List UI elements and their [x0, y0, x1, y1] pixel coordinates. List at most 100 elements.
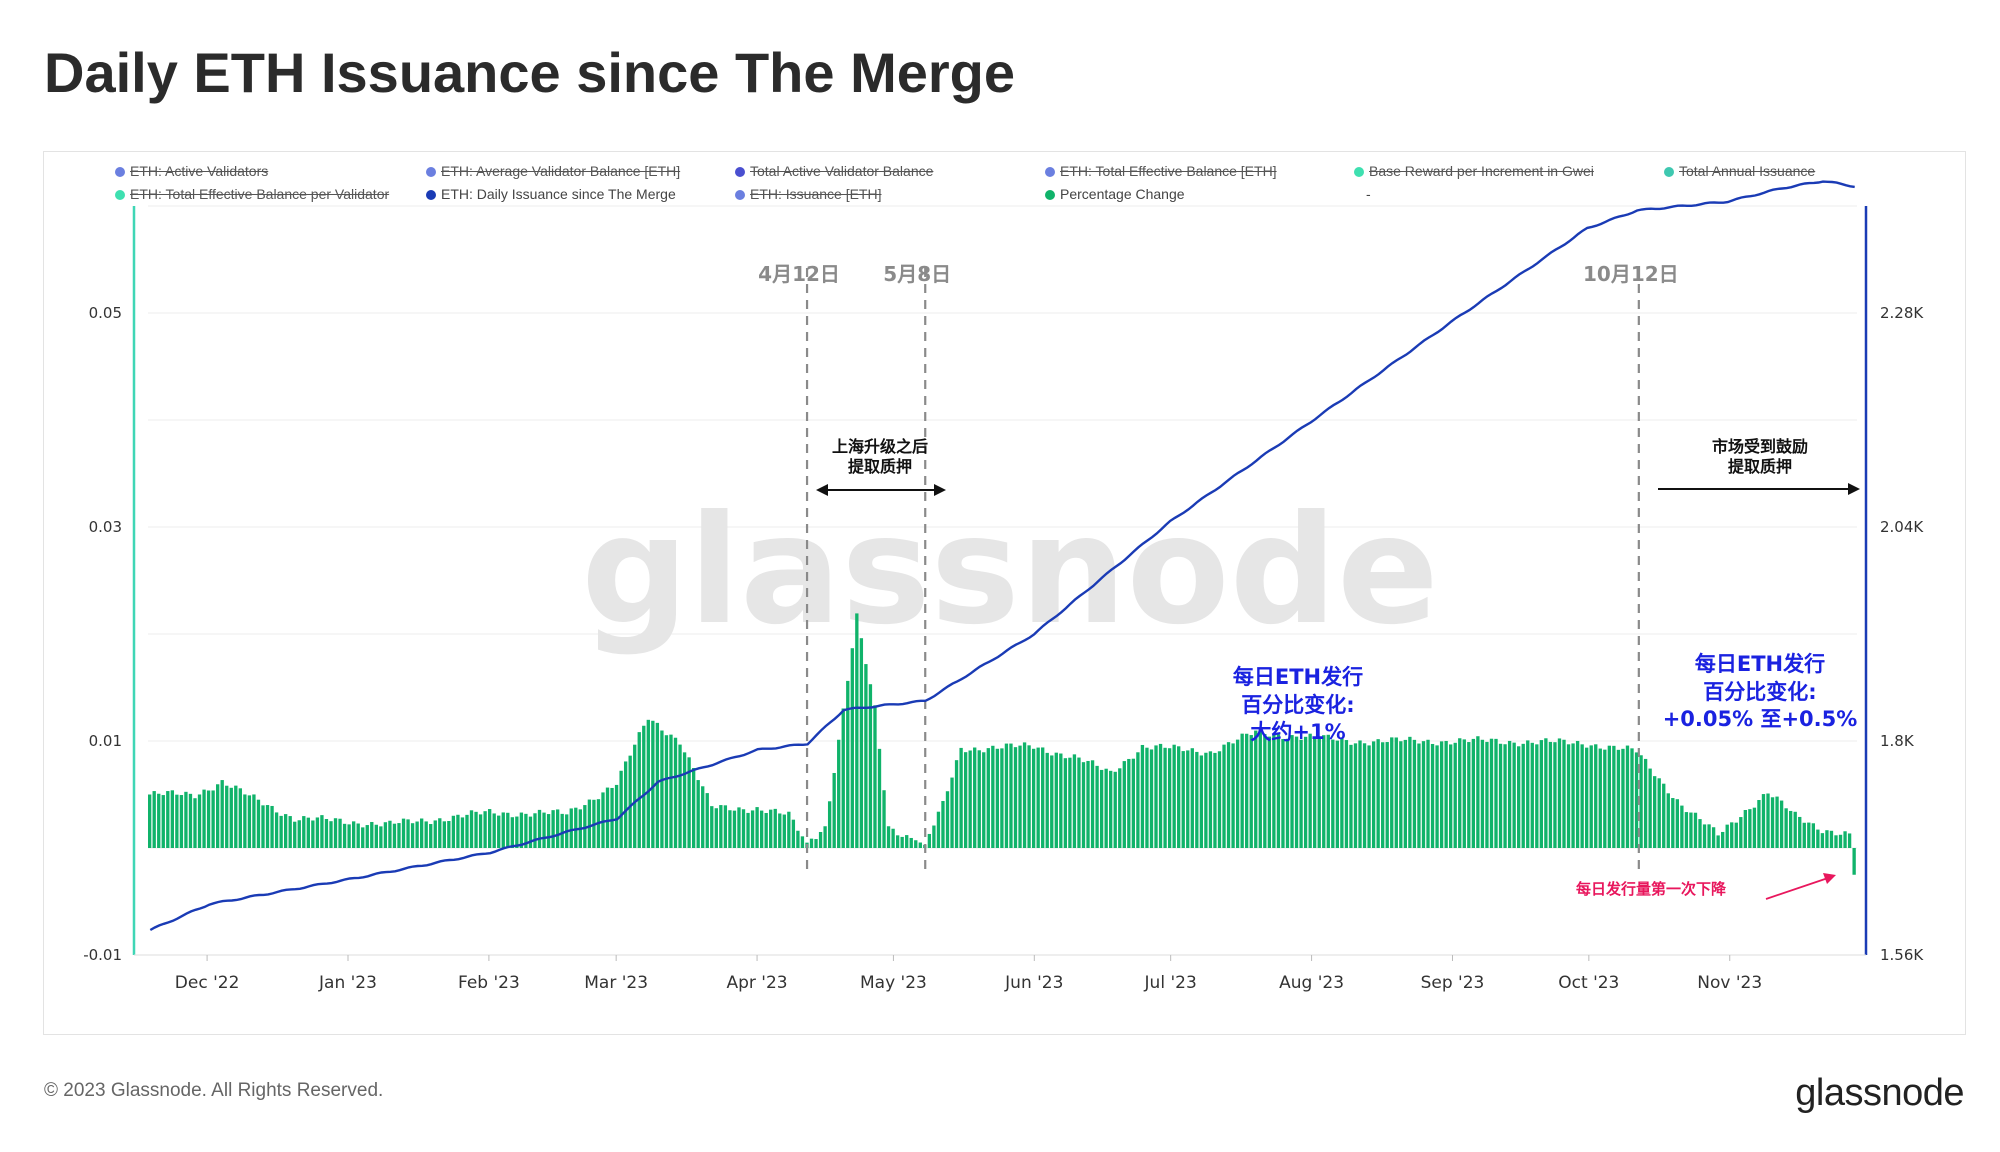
percentage-change-bar [1222, 744, 1226, 848]
percentage-change-bar [1843, 831, 1847, 848]
percentage-change-bar [1381, 742, 1385, 848]
percentage-change-bar [1535, 744, 1539, 848]
percentage-change-bar [379, 826, 383, 848]
percentage-change-bar [1294, 736, 1299, 848]
percentage-change-bar [537, 809, 542, 848]
percentage-change-bar [1022, 742, 1027, 848]
percentage-change-bar [963, 752, 968, 848]
percentage-change-bar [234, 785, 238, 848]
percentage-change-bar [673, 737, 678, 848]
percentage-change-bar [850, 648, 854, 848]
percentage-change-bar [229, 787, 233, 848]
percentage-change-bar [166, 791, 170, 848]
percentage-change-bar [1285, 738, 1290, 848]
percentage-change-bar [1811, 823, 1815, 848]
percentage-change-bar [1349, 744, 1353, 848]
percentage-change-bar [891, 828, 895, 848]
percentage-change-bar [302, 816, 306, 848]
percentage-change-bar [973, 747, 977, 848]
percentage-change-bar [410, 823, 415, 848]
percentage-change-bar [1109, 770, 1113, 848]
percentage-change-bar [1721, 831, 1725, 848]
percentage-change-bar [1807, 822, 1811, 848]
percentage-change-bar [1122, 761, 1126, 848]
percentage-change-bar [1643, 758, 1648, 848]
percentage-change-bar [374, 824, 378, 848]
percentage-change-bar [542, 812, 546, 848]
legend-item-daily-issuance[interactable]: ETH: Daily Issuance since The Merge [426, 186, 676, 202]
percentage-change-bar [397, 823, 401, 848]
percentage-change-bar [1267, 736, 1272, 848]
percentage-change-bar [1004, 743, 1009, 848]
percentage-change-bar [746, 812, 750, 848]
percentage-change-bar [1263, 734, 1267, 848]
percentage-change-bar [1226, 742, 1231, 848]
legend-item-percentage-change[interactable]: Percentage Change [1045, 186, 1185, 202]
percentage-change-bar [619, 770, 623, 848]
percentage-change-bar [1240, 733, 1244, 848]
date-marker-label: 4月12日 [758, 262, 840, 286]
legend-item-total-effective-balance[interactable]: ETH: Total Effective Balance [ETH] [1045, 163, 1277, 179]
legend-item-base-reward[interactable]: Base Reward per Increment in Gwei [1354, 163, 1594, 179]
legend-item-active-validators[interactable]: ETH: Active Validators [115, 163, 268, 179]
percentage-change-bar [741, 809, 746, 848]
date-markers: 4月12日 5月8日 10月12日 [758, 262, 1679, 873]
legend-item-total-annual-issuance[interactable]: Total Annual Issuance [1664, 163, 1815, 179]
mid-text-line2: 百分比变化: [1241, 693, 1354, 717]
x-tick-label: Nov '23 [1697, 973, 1762, 993]
percentage-change-bar [419, 818, 424, 848]
percentage-change-bar [202, 789, 206, 848]
percentage-change-bar [1612, 745, 1616, 848]
percentage-change-bar [1802, 822, 1806, 848]
percentage-change-bar [945, 791, 950, 848]
percentage-change-bar [1313, 736, 1317, 848]
percentage-change-bar [415, 821, 419, 848]
x-tick-label: Aug '23 [1279, 973, 1344, 993]
percentage-change-bar [1689, 812, 1693, 848]
percentage-change-bar [510, 817, 514, 848]
legend-item-issuance[interactable]: ETH: Issuance [ETH] [735, 186, 881, 202]
percentage-change-bar [1616, 749, 1621, 848]
percentage-change-bar [1775, 796, 1779, 848]
percentage-change-bar [238, 788, 242, 848]
percentage-change-bar [1009, 743, 1013, 848]
legend-item-average-validator-balance[interactable]: ETH: Average Validator Balance [ETH] [426, 163, 680, 179]
percentage-change-bar [1362, 743, 1367, 848]
percentage-change-bar [1458, 738, 1462, 848]
legend-label: Percentage Change [1060, 186, 1185, 202]
percentage-change-bar [456, 814, 460, 848]
percentage-change-bar [161, 795, 165, 848]
y-left-tick-label: 0.03 [89, 518, 122, 536]
percentage-change-bar [1770, 797, 1775, 848]
percentage-change-bar [206, 790, 211, 848]
legend-item-dash[interactable]: - [1366, 186, 1371, 202]
percentage-change-bar [283, 814, 288, 848]
percentage-change-bar [1761, 794, 1766, 848]
percentage-change-bar [297, 820, 301, 848]
percentage-change-bar [1299, 739, 1303, 848]
percentage-change-bar [1503, 744, 1507, 848]
percentage-change-bar [941, 801, 945, 848]
percentage-change-bar [447, 821, 451, 848]
percentage-change-bar [347, 824, 351, 848]
percentage-change-bar [773, 808, 777, 848]
legend-item-total-active-validator-balance[interactable]: Total Active Validator Balance [735, 163, 933, 179]
percentage-change-bar [1852, 848, 1856, 875]
percentage-change-bar [1539, 740, 1544, 848]
percentage-change-bar [696, 780, 700, 848]
percentage-change-bar [1702, 824, 1707, 848]
percentage-change-bar [764, 812, 768, 848]
percentage-change-bar [1308, 733, 1312, 848]
legend-dot [1045, 190, 1055, 200]
x-tick-label: Dec '22 [175, 973, 240, 993]
percentage-change-bar [216, 784, 220, 848]
percentage-change-bar [1371, 741, 1376, 848]
percentage-change-bar [982, 752, 986, 848]
legend-item-effective-balance-per-validator[interactable]: ETH: Total Effective Balance per Validat… [115, 186, 389, 202]
market-text-line2: 提取质押 [1728, 457, 1792, 476]
percentage-change-bar [1281, 739, 1285, 848]
percentage-change-bar [438, 818, 442, 848]
percentage-change-bar [682, 752, 687, 848]
percentage-change-bar [1104, 768, 1108, 848]
percentage-change-bar [338, 818, 342, 848]
